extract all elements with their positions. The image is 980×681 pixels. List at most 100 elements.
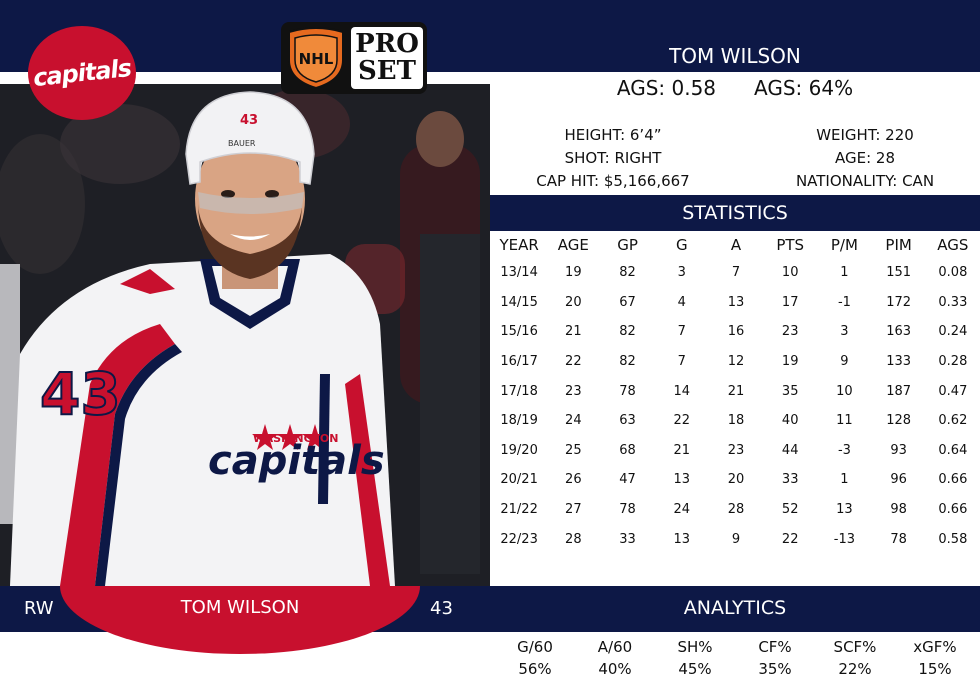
table-cell: 0.28 (926, 347, 980, 377)
table-cell: -3 (817, 436, 871, 466)
table-cell: 19/20 (492, 436, 546, 466)
table-row: 15/16 21 82 7 16 23 3 163 0.24 (492, 317, 980, 347)
table-cell: 96 (872, 465, 926, 495)
table-cell: 24 (546, 406, 600, 436)
statistics-table: YEAR AGE GP G A PTS P/M PIM AGS 13/14 19 8… (492, 232, 980, 554)
table-cell: 21 (655, 436, 709, 466)
helmet-brand: BAUER (228, 139, 256, 148)
table-cell: 22/23 (492, 524, 546, 554)
table-cell: 0.66 (926, 495, 980, 525)
analytics-label: A/60 (575, 636, 655, 658)
analytics-value: 45% (655, 658, 735, 680)
team-logo-text: capitals (32, 54, 132, 92)
table-row: 14/15 20 67 4 13 17 -1 172 0.33 (492, 288, 980, 318)
age: AGE: 28 (760, 147, 970, 170)
table-row: 20/21 26 47 13 20 33 1 96 0.66 (492, 465, 980, 495)
table-cell: 24 (655, 495, 709, 525)
analytics-label: xGF% (895, 636, 975, 658)
table-cell: 0.24 (926, 317, 980, 347)
proset-wordmark: PRO SET (351, 27, 423, 89)
table-header-row: YEAR AGE GP G A PTS P/M PIM AGS (492, 232, 980, 258)
table-row: 19/20 25 68 21 23 44 -3 93 0.64 (492, 436, 980, 466)
statistics-header: STATISTICS (490, 195, 980, 231)
nationality: NATIONALITY: CAN (760, 170, 970, 193)
table-cell: 0.33 (926, 288, 980, 318)
table-row: 18/19 24 63 22 18 40 11 128 0.62 (492, 406, 980, 436)
team-logo: capitals (28, 26, 136, 120)
table-cell: 128 (872, 406, 926, 436)
ags-percent: AGS: 64% (754, 76, 853, 100)
table-cell: 28 (709, 495, 763, 525)
table-cell: 13/14 (492, 258, 546, 288)
table-cell: 14/15 (492, 288, 546, 318)
table-cell: 0.62 (926, 406, 980, 436)
jersey-wordmark: capitals (208, 438, 385, 484)
table-cell: 13 (655, 524, 709, 554)
table-cell: 22 (546, 347, 600, 377)
proset-line-2: SET (358, 58, 416, 85)
analytics-value: 56% (495, 658, 575, 680)
table-cell: 16/17 (492, 347, 546, 377)
table-cell: 0.47 (926, 376, 980, 406)
table-cell: 0.66 (926, 465, 980, 495)
analytics-value: 35% (735, 658, 815, 680)
table-cell: 22 (655, 406, 709, 436)
table-cell: 63 (600, 406, 654, 436)
nhl-shield-text: NHL (299, 50, 334, 68)
table-cell: 10 (817, 376, 871, 406)
table-row: 13/14 19 82 3 7 10 1 151 0.08 (492, 258, 980, 288)
table-cell: 0.08 (926, 258, 980, 288)
table-cell: 151 (872, 258, 926, 288)
statistics-title: STATISTICS (682, 202, 788, 224)
table-cell: 17 (763, 288, 817, 318)
helmet-number: 43 (240, 113, 258, 128)
table-cell: 16 (709, 317, 763, 347)
player-photo: 43 43 BAUER WASHINGTON capitals (0, 84, 490, 586)
analytics-row: G/60 56% A/60 40% SH% 45% CF% 35% SCF% 22% xGF% 15% (495, 636, 975, 680)
statistics-body: 13/14 19 82 3 7 10 1 151 0.08 14/15 20 67 4 13 17 -1 172… (492, 258, 980, 554)
table-cell: 12 (709, 347, 763, 377)
shot: SHOT: RIGHT (508, 147, 718, 170)
analytics-title: ANALYTICS (490, 597, 980, 619)
table-cell: 1 (817, 465, 871, 495)
table-cell: 133 (872, 347, 926, 377)
proset-line-1: PRO (355, 31, 419, 58)
table-cell: 33 (763, 465, 817, 495)
brand-logo: NHL PRO SET (281, 22, 427, 94)
table-cell: 78 (600, 495, 654, 525)
analytics-item: SH% 45% (655, 636, 735, 680)
table-cell: 21/22 (492, 495, 546, 525)
table-cell: 172 (872, 288, 926, 318)
weight: WEIGHT: 220 (760, 124, 970, 147)
col-ags: AGS (926, 232, 980, 258)
table-row: 21/22 27 78 24 28 52 13 98 0.66 (492, 495, 980, 525)
table-cell: -13 (817, 524, 871, 554)
analytics-label: SCF% (815, 636, 895, 658)
table-cell: 47 (600, 465, 654, 495)
table-cell: 35 (763, 376, 817, 406)
nhl-shield-icon: NHL (285, 26, 347, 90)
table-cell: 18 (709, 406, 763, 436)
table-cell: 25 (546, 436, 600, 466)
analytics-item: A/60 40% (575, 636, 655, 680)
table-cell: 33 (600, 524, 654, 554)
table-row: 16/17 22 82 7 12 19 9 133 0.28 (492, 347, 980, 377)
col-pts: PTS (763, 232, 817, 258)
table-cell: 78 (600, 376, 654, 406)
ags-summary: AGS: 0.58 AGS: 64% (490, 76, 980, 100)
bio-right: WEIGHT: 220 AGE: 28 NATIONALITY: CAN (760, 124, 970, 193)
table-cell: -1 (817, 288, 871, 318)
col-age: AGE (546, 232, 600, 258)
table-row: 22/23 28 33 13 9 22 -13 78 0.58 (492, 524, 980, 554)
height: HEIGHT: 6’4” (508, 124, 718, 147)
table-cell: 23 (709, 436, 763, 466)
table-cell: 187 (872, 376, 926, 406)
player-name: TOM WILSON (490, 44, 980, 68)
table-cell: 93 (872, 436, 926, 466)
analytics-label: CF% (735, 636, 815, 658)
table-cell: 23 (763, 317, 817, 347)
table-cell: 20 (709, 465, 763, 495)
table-cell: 9 (817, 347, 871, 377)
table-cell: 7 (655, 347, 709, 377)
player-number: 43 (430, 598, 453, 619)
